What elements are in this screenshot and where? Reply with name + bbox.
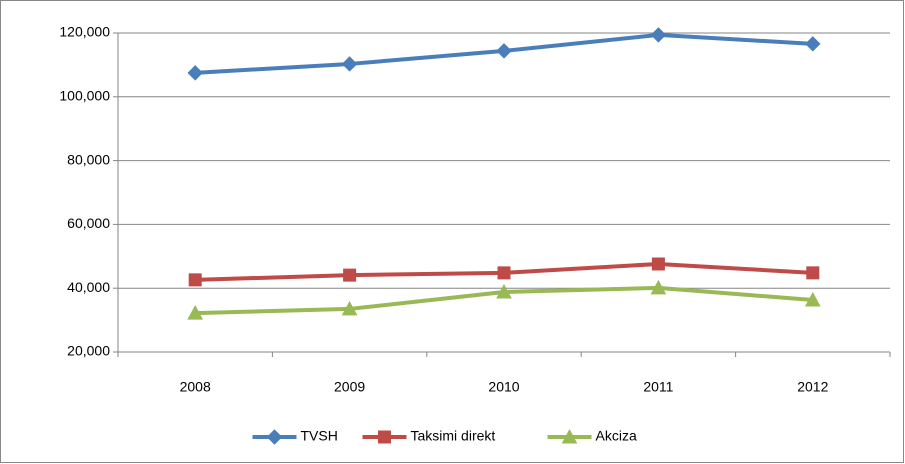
point-marker <box>187 305 204 320</box>
point-marker <box>341 56 358 72</box>
point-marker <box>496 43 512 59</box>
point-marker <box>650 279 667 295</box>
y-tick-label: 40,000 <box>67 279 110 295</box>
y-tick-label: 80,000 <box>67 151 110 167</box>
legend-label: TVSH <box>301 428 338 444</box>
point-marker <box>497 266 511 280</box>
point-marker <box>804 291 821 307</box>
x-tick-label: 2009 <box>334 379 365 395</box>
legend-marker <box>561 428 578 444</box>
y-tick-label: 60,000 <box>67 215 110 231</box>
point-marker <box>650 27 667 43</box>
y-tick-label: 100,000 <box>59 88 110 104</box>
y-tick-label: 120,000 <box>59 24 110 40</box>
point-marker <box>343 268 357 282</box>
y-tick-label: 20,000 <box>67 343 110 359</box>
point-marker <box>805 36 821 52</box>
x-tick-label: 2012 <box>797 379 828 395</box>
x-tick-label: 2011 <box>643 379 673 395</box>
point-marker <box>806 266 820 280</box>
point-marker <box>496 283 512 299</box>
legend-marker <box>378 430 391 444</box>
legend-label: Taksimi direkt <box>411 428 496 444</box>
x-tick-label: 2008 <box>180 379 211 395</box>
point-marker <box>187 65 203 81</box>
legend-marker <box>266 429 283 445</box>
point-marker <box>651 257 665 271</box>
legend-label: Akciza <box>596 428 637 444</box>
x-tick-label: 2010 <box>488 379 519 395</box>
point-marker <box>341 300 358 316</box>
point-marker <box>188 273 202 287</box>
